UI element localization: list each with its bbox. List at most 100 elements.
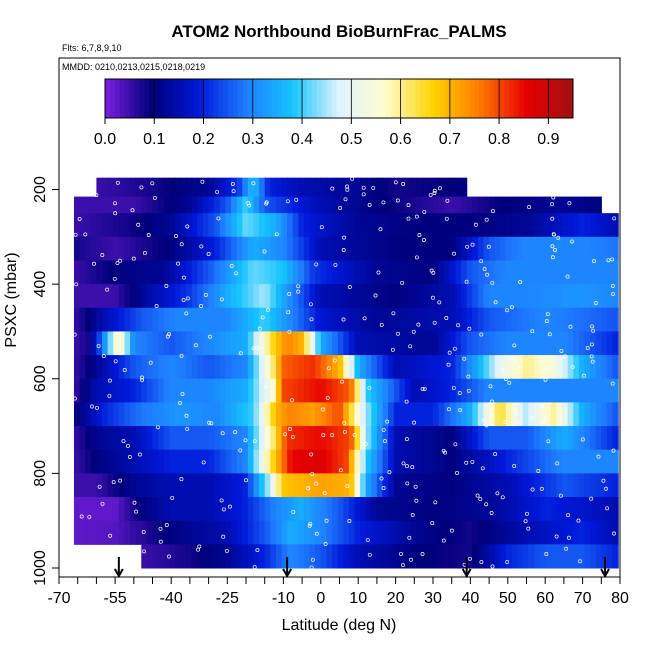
data-point (396, 331, 400, 336)
heat-cell (595, 307, 602, 332)
heat-cell (73, 260, 81, 285)
data-point (552, 232, 556, 237)
data-point (207, 420, 212, 425)
heat-cell (90, 213, 97, 238)
heat-cell (578, 213, 586, 238)
heat-cell (477, 355, 485, 380)
profile-marker-arrowhead (461, 568, 472, 579)
colorbar-swatch (430, 79, 436, 118)
heat-cell (393, 331, 400, 356)
heat-cell (522, 196, 529, 214)
heat-cell (174, 355, 182, 380)
data-point (383, 439, 387, 444)
heat-cell (354, 213, 361, 238)
heat-cell (416, 449, 423, 474)
heat-cell (124, 520, 131, 545)
data-point (408, 344, 413, 349)
heat-cell (371, 426, 378, 451)
heat-cell (236, 196, 243, 214)
heat-cell (287, 355, 294, 380)
heat-cell (96, 497, 103, 522)
heat-cell (421, 402, 428, 427)
data-point (243, 438, 248, 443)
heat-cell (332, 497, 339, 522)
heat-cell (163, 378, 170, 403)
heat-cell (427, 355, 434, 380)
heat-cell (477, 213, 485, 238)
heat-cell (146, 544, 154, 569)
heat-cell (253, 378, 260, 403)
data-point (411, 329, 416, 334)
data-point (196, 547, 201, 552)
heat-cell (522, 449, 529, 474)
heat-cell (219, 378, 227, 403)
heat-cell (404, 284, 412, 309)
heat-cell (208, 426, 215, 451)
heat-cell (376, 331, 384, 356)
heat-cell (494, 213, 501, 238)
heat-cell (612, 236, 619, 261)
heat-cell (578, 236, 586, 261)
heat-cell (461, 196, 468, 214)
heat-cell (90, 236, 97, 261)
heat-cell (236, 284, 243, 309)
heat-cell (202, 378, 210, 403)
colorbar-tick-label: 0.9 (537, 131, 559, 148)
heat-cell (146, 497, 154, 522)
heat-cell (332, 177, 339, 198)
heat-cell (113, 177, 120, 198)
heat-cell (180, 213, 187, 238)
heat-cell (130, 473, 137, 498)
heat-cell (444, 177, 451, 198)
heat-cell (118, 520, 126, 545)
heat-cell (393, 473, 400, 498)
heat-cell (197, 378, 204, 403)
heat-cell (416, 473, 423, 498)
heat-cell (326, 402, 333, 427)
heat-cell (292, 284, 299, 309)
heat-cell (404, 331, 412, 356)
heat-cell (461, 426, 468, 451)
data-point (252, 439, 257, 444)
heat-cell (85, 284, 92, 309)
heat-cell (242, 284, 249, 309)
x-tick-label: -40 (160, 590, 183, 607)
heat-cell (102, 473, 109, 498)
heat-cell (174, 307, 182, 332)
heat-cell (483, 213, 490, 238)
heat-cell (163, 213, 170, 238)
data-point (152, 195, 157, 200)
heat-cell (270, 520, 277, 545)
heat-cell (472, 213, 479, 238)
heat-cell (214, 544, 221, 569)
heat-cell (444, 213, 451, 238)
heat-cell (578, 497, 586, 522)
heat-cell (556, 213, 563, 238)
heat-cell (410, 426, 417, 451)
data-point (417, 233, 422, 237)
heat-cell (320, 260, 328, 285)
heat-cell (399, 544, 406, 569)
heat-cell (202, 355, 210, 380)
heat-cell (348, 284, 356, 309)
heat-cell (332, 473, 339, 498)
heat-cell (174, 260, 182, 285)
heat-cell (275, 426, 283, 451)
heat-cell (231, 307, 238, 332)
heat-cell (79, 331, 86, 356)
heat-cell (343, 213, 350, 238)
heat-cell (477, 473, 485, 498)
heat-cell (186, 307, 193, 332)
colorbar-swatch (356, 79, 362, 118)
heat-cell (388, 402, 395, 427)
heat-cell (517, 236, 524, 261)
heat-cell (231, 177, 238, 198)
heat-cell (231, 355, 238, 380)
heat-cell (343, 307, 350, 332)
colorbar-swatch (188, 79, 195, 118)
data-point (200, 179, 205, 184)
heat-cell (489, 307, 496, 332)
heat-cell (393, 497, 400, 522)
data-point (399, 551, 403, 556)
